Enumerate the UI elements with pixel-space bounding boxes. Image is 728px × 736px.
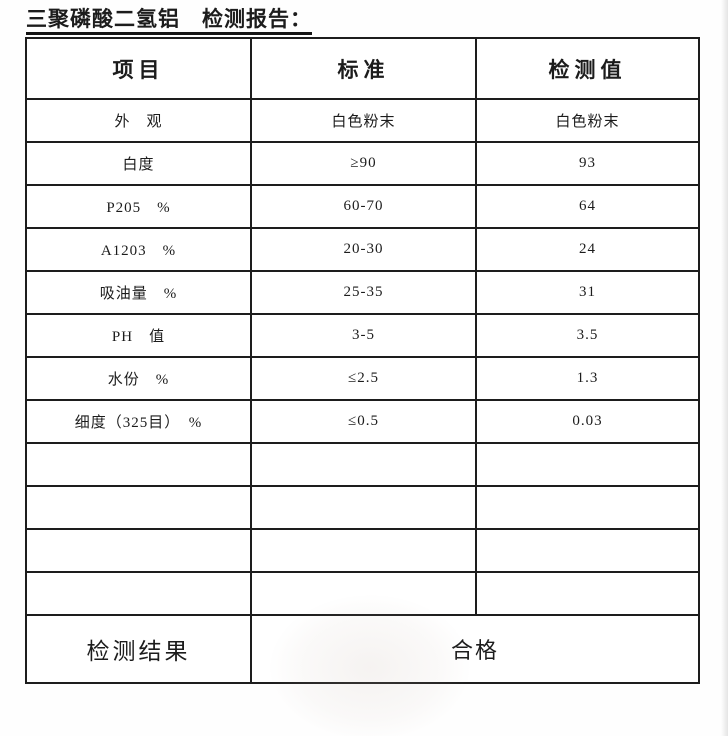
table-row: A1203 % 20-30 24	[25, 227, 700, 273]
table-row: 吸油量 % 25-35 31	[25, 270, 700, 316]
item-cell-empty	[25, 485, 252, 531]
report-title: 三聚磷酸二氢铝 检测报告：	[26, 7, 312, 36]
value-cell: 24	[475, 227, 700, 273]
item-cell: P205 %	[25, 184, 252, 230]
table-row: PH 值 3-5 3.5	[25, 313, 700, 359]
standard-cell-empty	[250, 571, 477, 617]
value-cell-empty	[475, 442, 700, 488]
table-row-empty	[25, 485, 700, 531]
item-cell-empty	[25, 442, 252, 488]
standard-cell: ≥90	[250, 141, 477, 187]
table-row: P205 % 60-70 64	[25, 184, 700, 230]
value-cell: 3.5	[475, 313, 700, 359]
item-cell: 细度（325目） %	[25, 399, 252, 445]
table-row-empty	[25, 571, 700, 617]
value-cell: 64	[475, 184, 700, 230]
table-row: 水份 % ≤2.5 1.3	[25, 356, 700, 402]
value-cell: 0.03	[475, 399, 700, 445]
scan-edge-shadow	[721, 0, 728, 736]
standard-cell-empty	[250, 528, 477, 574]
item-cell-empty	[25, 528, 252, 574]
item-cell: 外 观	[25, 98, 252, 144]
value-cell: 1.3	[475, 356, 700, 402]
standard-cell-empty	[250, 442, 477, 488]
table-row-empty	[25, 442, 700, 488]
standard-cell: ≤0.5	[250, 399, 477, 445]
item-cell: PH 值	[25, 313, 252, 359]
column-header-item: 项目	[25, 37, 252, 101]
column-header-standard: 标准	[250, 37, 477, 101]
standard-cell-empty	[250, 485, 477, 531]
table-row: 外 观 白色粉末 白色粉末	[25, 98, 700, 144]
standard-cell: 20-30	[250, 227, 477, 273]
result-row: 检测结果 合格	[25, 614, 700, 685]
item-cell: 吸油量 %	[25, 270, 252, 316]
table-row: 细度（325目） % ≤0.5 0.03	[25, 399, 700, 445]
value-cell-empty	[475, 571, 700, 617]
result-label-cell: 检测结果	[25, 614, 252, 685]
header-row: 项目 标准 检测值	[25, 37, 700, 101]
standard-cell: 3-5	[250, 313, 477, 359]
standard-cell: ≤2.5	[250, 356, 477, 402]
item-cell: 水份 %	[25, 356, 252, 402]
result-value-cell: 合格	[250, 614, 700, 685]
value-cell-empty	[475, 528, 700, 574]
standard-cell: 60-70	[250, 184, 477, 230]
standard-cell: 白色粉末	[250, 98, 477, 144]
standard-cell: 25-35	[250, 270, 477, 316]
column-header-value: 检测值	[475, 37, 700, 101]
value-cell: 31	[475, 270, 700, 316]
item-cell-empty	[25, 571, 252, 617]
item-cell: A1203 %	[25, 227, 252, 273]
table-row-empty	[25, 528, 700, 574]
value-cell: 白色粉末	[475, 98, 700, 144]
item-cell: 白度	[25, 141, 252, 187]
table-row: 白度 ≥90 93	[25, 141, 700, 187]
value-cell-empty	[475, 485, 700, 531]
value-cell: 93	[475, 141, 700, 187]
inspection-table: 项目 标准 检测值 外 观 白色粉末 白色粉末 白度 ≥90 93 P205 %…	[25, 37, 700, 685]
